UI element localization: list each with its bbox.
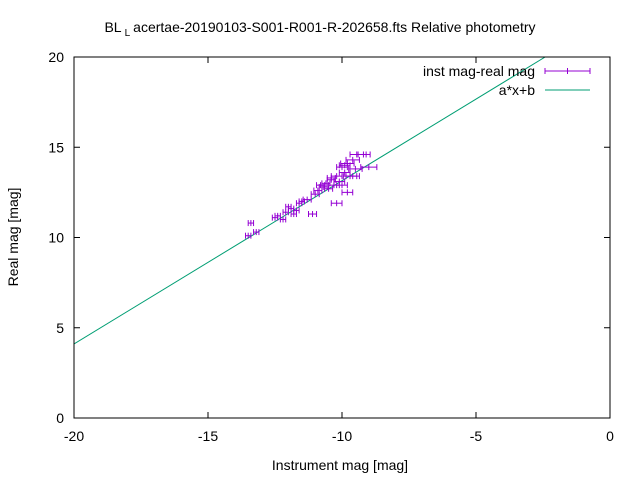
data-points (245, 151, 378, 239)
data-point (247, 220, 255, 227)
y-tick-label: 15 (48, 139, 64, 155)
plot-frame (73, 56, 611, 419)
data-point (298, 198, 305, 205)
data-point (341, 189, 354, 196)
data-point (336, 182, 348, 189)
data-point (245, 232, 252, 239)
legend: inst mag-real mag a*x+b (423, 63, 591, 98)
fit-line (74, 57, 546, 345)
axes: -20 -15 -10 -5 0 0 5 10 15 20 (48, 49, 614, 444)
data-point (345, 173, 360, 180)
x-tick-label: -5 (470, 428, 483, 444)
x-tick-label: 0 (606, 428, 614, 444)
data-point (338, 162, 351, 169)
data-point (356, 151, 371, 158)
legend-swatch-points (544, 68, 591, 74)
y-tick-label: 0 (56, 410, 64, 426)
x-axis-label: Instrument mag [mag] (272, 457, 408, 473)
data-point (293, 207, 300, 214)
y-tick-label: 5 (56, 320, 64, 336)
legend-label-points: inst mag-real mag (423, 63, 535, 79)
x-tick-label: -20 (64, 428, 84, 444)
plot-area (74, 57, 546, 345)
fit-line-group (74, 57, 546, 345)
data-point (348, 165, 363, 172)
data-point (279, 216, 287, 223)
x-tick-label: -15 (198, 428, 218, 444)
data-point (313, 187, 323, 194)
data-point (302, 196, 312, 203)
data-point (316, 182, 326, 189)
data-point (308, 211, 318, 218)
data-point (310, 191, 320, 198)
data-point (326, 174, 336, 181)
y-axis-label: Real mag [mag] (5, 188, 21, 287)
data-point (333, 178, 346, 185)
data-point (345, 156, 360, 163)
legend-label-fit: a*x+b (499, 82, 535, 98)
x-tick-label: -10 (332, 428, 352, 444)
data-point (360, 164, 378, 171)
data-point (330, 200, 343, 207)
y-tick-label: 20 (48, 49, 64, 65)
data-point (253, 229, 260, 236)
y-tick-label: 10 (48, 230, 64, 246)
